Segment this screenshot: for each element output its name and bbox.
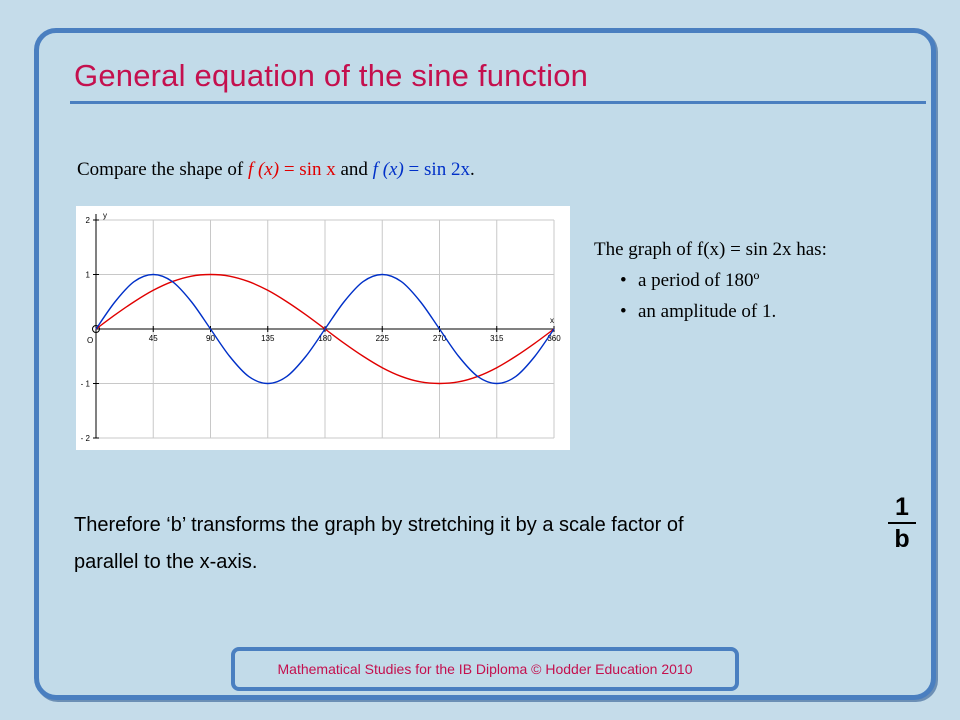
function-2: f (x) = sin 2x — [373, 159, 470, 180]
y-tick-label-1: 1 — [86, 271, 91, 280]
footer-credit: Mathematical Studies for the IB Diploma … — [231, 647, 739, 691]
sine-graph-svg: 45 90 135 180 225 270 315 360 2 1 - 1 - 2 x y O — [81, 211, 562, 443]
function-1: f (x) = sin x — [248, 159, 336, 180]
function-1-lhs: f (x) — [247, 159, 280, 180]
function-2-equals: = — [403, 159, 425, 180]
x-tick-label-90: 90 — [206, 334, 215, 343]
x-tick-label-315: 315 — [490, 334, 504, 343]
compare-statement: Compare the shape of f (x) = sin x and f… — [77, 159, 475, 181]
x-axis-label: x — [550, 316, 554, 325]
graph-properties-heading: The graph of f(x) = sin 2x has: — [594, 239, 827, 260]
y-tick-label--2: - 2 — [81, 434, 91, 443]
x-tick-label-180: 180 — [318, 334, 332, 343]
fraction-numerator: 1 — [895, 493, 909, 521]
compare-end: . — [469, 159, 475, 180]
origin-marker — [92, 325, 100, 333]
property-amplitude: an amplitude of 1. — [620, 296, 827, 327]
footer-text: Mathematical Studies for the IB Diploma … — [277, 661, 693, 677]
fraction-bar — [888, 522, 916, 524]
slide-title: General equation of the sine function — [74, 58, 589, 93]
function-2-lhs: f (x) — [372, 159, 404, 180]
compare-and: and — [335, 159, 373, 180]
compare-prefix: Compare the shape of — [77, 159, 248, 180]
x-tick-label-225: 225 — [376, 334, 390, 343]
x-tick-label-360: 360 — [547, 334, 561, 343]
property-period: a period of 180º — [620, 265, 827, 296]
title-divider — [70, 101, 926, 104]
y-tick-label--1: - 1 — [81, 380, 91, 389]
graph-properties-list: a period of 180º an amplitude of 1. — [594, 265, 827, 327]
scale-factor-fraction: 1 b — [888, 494, 916, 552]
fraction-denominator: b — [894, 525, 910, 553]
origin-label: O — [87, 336, 93, 345]
y-axis-label: y — [103, 211, 107, 220]
graph-properties: The graph of f(x) = sin 2x has: a period… — [594, 234, 827, 327]
x-tick-label-45: 45 — [149, 334, 158, 343]
series-sin_2x — [95, 273, 555, 385]
function-1-equals: = — [279, 159, 300, 180]
conclusion-line-1: Therefore ‘b’ transforms the graph by st… — [74, 514, 684, 536]
x-tick-label-135: 135 — [261, 334, 275, 343]
x-tick-label-270: 270 — [433, 334, 447, 343]
conclusion-text: Therefore ‘b’ transforms the graph by st… — [74, 507, 904, 581]
conclusion-line-2: parallel to the x-axis. — [74, 551, 258, 573]
sine-graph: 45 90 135 180 225 270 315 360 2 1 - 1 - 2 x y O — [76, 206, 570, 450]
y-tick-label-2: 2 — [86, 216, 91, 225]
function-2-rhs: sin 2x — [424, 159, 470, 180]
function-1-rhs: sin x — [299, 159, 336, 180]
